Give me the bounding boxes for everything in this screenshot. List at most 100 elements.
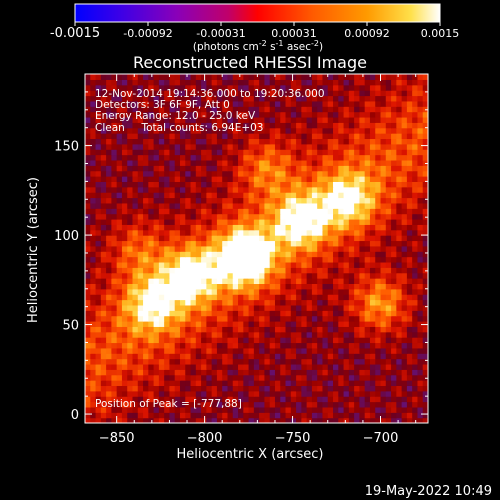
heatmap-cell — [143, 304, 149, 311]
heatmap-cell — [296, 294, 302, 301]
heatmap-cell — [174, 256, 181, 263]
heatmap-cell — [380, 100, 387, 107]
heatmap-cell — [380, 229, 387, 236]
heatmap-cell — [364, 299, 371, 306]
heatmap-cell — [85, 283, 91, 290]
heatmap-cell — [380, 149, 387, 156]
heatmap-cell — [121, 347, 128, 354]
heatmap-cell — [396, 127, 403, 134]
heatmap-cell — [401, 363, 408, 370]
heatmap-cell — [317, 294, 324, 301]
heatmap-cell — [211, 320, 218, 327]
heatmap-cell — [380, 95, 387, 102]
heatmap-cell — [296, 406, 302, 413]
heatmap-cell — [201, 256, 207, 263]
heatmap-cell — [375, 106, 382, 113]
heatmap-cell — [206, 310, 213, 317]
heatmap-cell — [343, 218, 350, 225]
heatmap-cell — [290, 267, 297, 274]
heatmap-cell — [216, 218, 223, 225]
heatmap-cell — [90, 74, 97, 80]
heatmap-cell — [280, 358, 287, 365]
heatmap-cell — [111, 127, 118, 134]
heatmap-cell — [179, 380, 186, 387]
heatmap-cell — [274, 127, 281, 134]
heatmap-cell — [412, 224, 419, 231]
heatmap-cell — [369, 310, 376, 317]
heatmap-cell — [396, 181, 403, 188]
heatmap-cell — [338, 337, 345, 344]
heatmap-cell — [401, 304, 408, 311]
heatmap-cell — [417, 133, 424, 140]
heatmap-cell — [348, 106, 355, 113]
heatmap-cell — [274, 283, 281, 290]
heatmap-cell — [364, 106, 371, 113]
heatmap-cell — [85, 320, 91, 327]
heatmap-cell — [153, 347, 160, 354]
heatmap-cell — [401, 342, 408, 349]
heatmap-cell — [327, 186, 334, 193]
heatmap-cell — [338, 326, 345, 333]
heatmap-cell — [216, 369, 223, 376]
heatmap-cell — [412, 116, 419, 123]
heatmap-cell — [422, 165, 428, 172]
heatmap-cell — [127, 310, 134, 317]
heatmap-cell — [137, 95, 144, 102]
heatmap-cell — [412, 315, 419, 322]
heatmap-cell — [132, 390, 139, 397]
heatmap-cell — [243, 165, 250, 172]
heatmap-cell — [253, 218, 260, 225]
heatmap-cell — [369, 224, 376, 231]
heatmap-cell — [253, 401, 260, 408]
heatmap-cell — [95, 251, 102, 258]
heatmap-cell — [243, 149, 250, 156]
heatmap-cell — [153, 369, 160, 376]
heatmap-cell — [380, 116, 387, 123]
heatmap-cell — [354, 385, 360, 392]
heatmap-cell — [274, 337, 281, 344]
heatmap-cell — [401, 385, 408, 392]
heatmap-cell — [338, 369, 345, 376]
heatmap-cell — [174, 111, 181, 118]
heatmap-cell — [269, 358, 276, 365]
heatmap-cell — [290, 299, 297, 306]
heatmap-cell — [380, 417, 387, 423]
heatmap-cell — [179, 272, 186, 279]
heatmap-cell — [243, 192, 250, 199]
heatmap-cell — [164, 224, 171, 231]
heatmap-cell — [396, 267, 403, 274]
heatmap-cell — [158, 213, 165, 220]
colorbar-tick-label: 0.00092 — [344, 27, 390, 40]
heatmap-cell — [306, 320, 313, 327]
heatmap-cell — [227, 181, 234, 188]
heatmap-cell — [211, 116, 218, 123]
heatmap-cell — [248, 412, 255, 419]
heatmap-cell — [280, 213, 287, 220]
heatmap-cell — [216, 181, 223, 188]
heatmap-cell — [111, 186, 118, 193]
heatmap-cell — [406, 197, 413, 204]
heatmap-cell — [222, 406, 229, 413]
heatmap-cell — [385, 95, 392, 102]
heatmap-cell — [243, 197, 250, 204]
x-tick-label: −800 — [187, 431, 223, 446]
heatmap-cell — [290, 288, 297, 295]
heatmap-cell — [238, 363, 244, 370]
heatmap-cell — [143, 374, 149, 381]
heatmap-cell — [248, 396, 255, 403]
heatmap-cell — [216, 116, 223, 123]
heatmap-cell — [385, 149, 392, 156]
heatmap-cell — [406, 374, 413, 381]
heatmap-cell — [116, 218, 123, 225]
heatmap-cell — [211, 127, 218, 134]
heatmap-cell — [385, 320, 392, 327]
heatmap-cell — [111, 74, 118, 80]
heatmap-cell — [179, 176, 186, 182]
heatmap-cell — [412, 417, 419, 423]
heatmap-cell — [417, 304, 424, 311]
heatmap-cell — [116, 208, 123, 215]
heatmap-cell — [211, 294, 218, 301]
heatmap-cell — [195, 138, 202, 145]
heatmap-cell — [243, 406, 250, 413]
heatmap-cell — [158, 385, 165, 392]
